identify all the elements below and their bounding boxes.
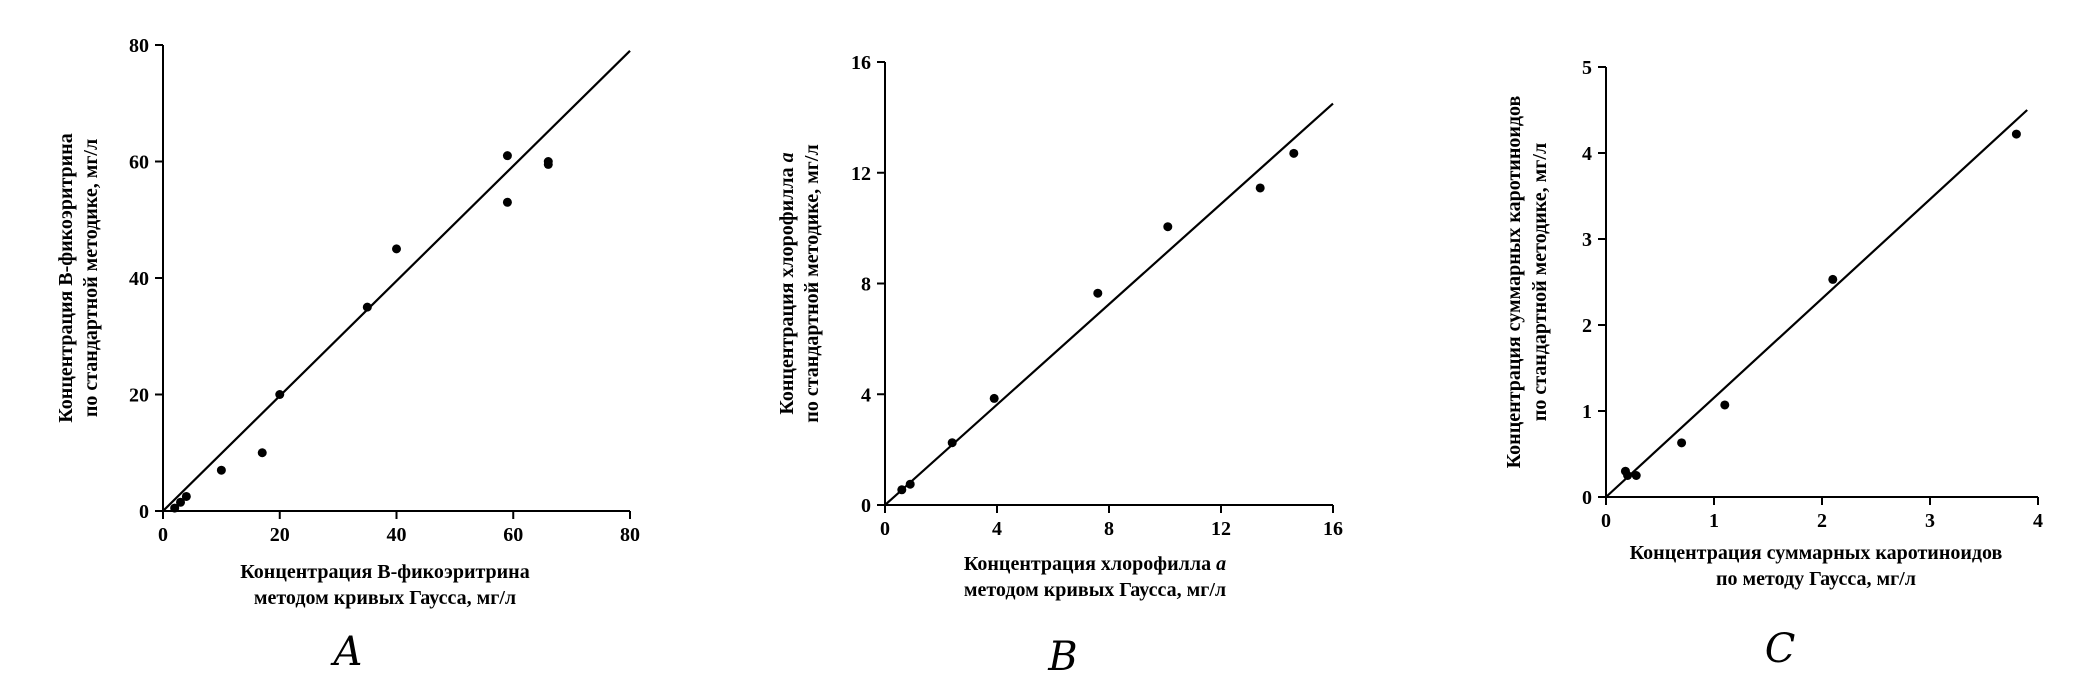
data-point — [176, 497, 186, 507]
data-point — [170, 503, 180, 513]
data-point — [1677, 438, 1687, 448]
x-tick-label: 40 — [387, 524, 407, 546]
y-tick-label: 20 — [129, 385, 149, 407]
x-tick-label: 0 — [880, 518, 890, 540]
x-axis-label: методом кривых Гаусса, мг/л — [964, 579, 1226, 601]
x-tick-label: 0 — [158, 524, 168, 546]
data-point — [947, 438, 957, 448]
x-tick-label: 80 — [620, 524, 640, 546]
data-point — [502, 151, 512, 161]
fit-line — [1605, 109, 2028, 498]
panel-a: 0 20 40 60 80 0 20 40 60 80 Концентрация В-фикоэри… — [55, 35, 640, 675]
panel-letter: B — [1047, 634, 1077, 680]
y-tick-label: 4 — [1582, 143, 1592, 165]
x-tick-label: 8 — [1104, 518, 1114, 540]
y-axis-label: Концентрация хлорофилла a — [776, 152, 798, 414]
data-point — [1631, 471, 1641, 480]
y-axis-label: по стандартной методике, мг/л — [801, 144, 823, 422]
x-tick-label: 16 — [1323, 518, 1343, 540]
panel-b: 0 4 8 12 16 0 4 8 12 16 Концентрация хлорофилла a м… — [776, 52, 1343, 680]
x-tick-label: 4 — [2033, 510, 2043, 532]
data-point — [1720, 400, 1730, 410]
x-axis-label: методом кривых Гаусса, мг/л — [254, 587, 516, 609]
data-point — [275, 390, 285, 399]
x-tick-label: 2 — [1817, 510, 1827, 532]
data-point — [1289, 148, 1299, 158]
y-tick-label: 0 — [1582, 487, 1592, 509]
data-point — [1093, 288, 1103, 298]
y-tick-label: 12 — [851, 163, 871, 185]
y-tick-label: 8 — [861, 274, 871, 296]
panel-letter: A — [330, 629, 363, 675]
data-point — [392, 244, 401, 254]
data-point — [502, 197, 512, 207]
y-tick-label: 80 — [129, 35, 149, 57]
data-point — [362, 302, 372, 312]
y-tick-label: 40 — [129, 268, 149, 290]
data-point — [181, 491, 191, 501]
y-tick-label: 2 — [1582, 315, 1592, 337]
y-tick-label: 1 — [1582, 401, 1592, 423]
data-point — [216, 465, 226, 475]
x-tick-label: 60 — [503, 524, 523, 546]
y-tick-label: 60 — [129, 152, 149, 174]
y-axis-label: Концентрация В-фикоэритрина — [55, 133, 77, 422]
y-tick-label: 3 — [1582, 229, 1592, 251]
x-tick-label: 1 — [1709, 510, 1719, 532]
data-point — [897, 485, 907, 495]
x-axis-label: Концентрация суммарных каротиноидов — [1630, 542, 2003, 564]
x-tick-label: 4 — [992, 518, 1002, 540]
data-point — [905, 479, 915, 489]
data-point — [257, 448, 267, 458]
data-point — [989, 393, 999, 403]
x-axis-label: Концентрация В-фикоэритрина — [240, 561, 529, 583]
x-tick-label: 3 — [1925, 510, 1935, 532]
data-point — [1828, 274, 1838, 284]
y-axis-label: по стандартной методике, мг/л — [80, 139, 102, 417]
panel-letter: C — [1765, 626, 1796, 672]
y-tick-label: 16 — [851, 52, 871, 74]
y-axis-label: Концентрация суммарных каротиноидов — [1503, 95, 1525, 468]
x-tick-label: 0 — [1601, 510, 1611, 532]
x-tick-label: 12 — [1211, 518, 1231, 540]
fit-line — [162, 50, 631, 512]
data-point — [1163, 222, 1173, 232]
data-point — [543, 159, 553, 169]
panel-c: 0 1 2 3 4 0 1 2 3 4 5 Концентрация суммарных кароти… — [1503, 57, 2043, 672]
y-tick-label: 0 — [861, 495, 871, 517]
x-axis-label: Концентрация хлорофилла a — [964, 553, 1226, 575]
data-point — [1255, 183, 1265, 193]
y-tick-label: 4 — [861, 384, 871, 406]
x-tick-label: 20 — [270, 524, 290, 546]
data-point — [1623, 471, 1633, 480]
y-tick-label: 5 — [1582, 57, 1592, 79]
fit-line — [884, 102, 1334, 506]
data-point — [2011, 129, 2021, 139]
x-axis-label: по методу Гаусса, мг/л — [1716, 568, 1916, 590]
y-axis-label: по стандартной методике, мг/л — [1529, 143, 1551, 421]
y-tick-label: 0 — [139, 501, 149, 523]
